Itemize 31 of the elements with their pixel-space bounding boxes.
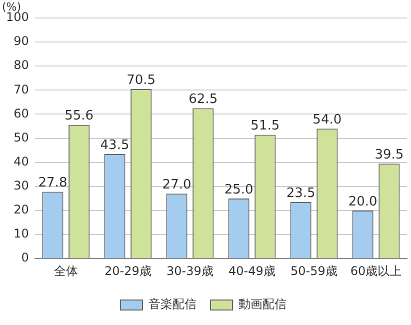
y-tick-label: 50 [14,130,29,144]
data-label: 51.5 [250,118,280,134]
x-tick-label: 全体 [54,264,78,278]
data-label: 54.0 [312,112,342,128]
data-label: 39.5 [374,147,404,162]
y-tick-label: 80 [14,58,29,72]
data-label: 27.8 [38,176,68,191]
y-axis-title: (%) [2,0,22,14]
y-tick-label: 0 [21,250,29,265]
data-label: 25.0 [224,182,254,198]
data-label: 70.5 [126,72,156,88]
data-label: 20.0 [348,194,378,210]
x-tick-label: 40-49歳 [228,264,276,278]
x-tick-label: 50-59歳 [290,264,338,278]
x-tick-label: 20-29歳 [104,264,152,278]
y-tick-label: 30 [14,178,29,193]
x-tick-label: 60歳以上 [350,264,402,278]
y-tick-label: 20 [14,202,29,217]
data-label: 27.0 [162,178,192,193]
y-tick-label: 90 [14,34,29,48]
data-label: 55.6 [64,108,94,124]
data-label: 62.5 [188,92,218,108]
y-tick-label: 10 [14,226,29,241]
data-label: 43.5 [100,138,130,153]
y-tick-label: 40 [14,154,29,168]
x-tick-label: 30-39歳 [166,264,214,278]
legend-label: 音楽配信 [148,297,196,312]
y-tick-label: 70 [14,82,29,96]
data-label: 23.5 [286,186,316,201]
y-tick-label: 60 [14,106,29,120]
legend-label: 動画配信 [238,297,286,312]
